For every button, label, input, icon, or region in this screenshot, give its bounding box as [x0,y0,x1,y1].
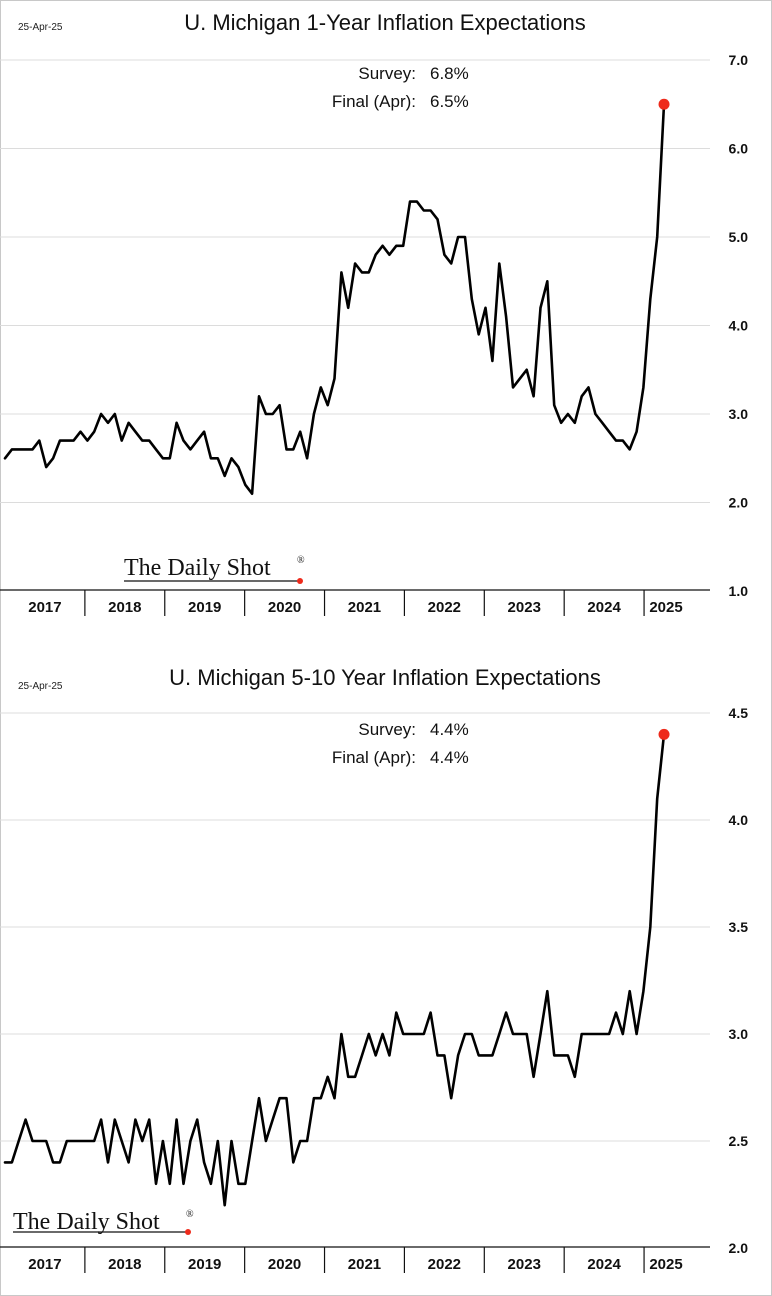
x-tick-label: 2017 [28,1256,61,1273]
y-tick-label: 5.0 [729,229,749,245]
y-tick-label: 4.0 [729,812,749,828]
y-tick-label: 4.5 [729,705,749,721]
x-tick-label: 2021 [348,599,381,616]
y-tick-label: 2.5 [729,1133,749,1149]
annotation-label: Final (Apr): [332,748,416,767]
x-tick-label: 2018 [108,599,141,616]
logo-dot [297,578,303,584]
x-tick-label: 2018 [108,1256,141,1273]
latest-point-marker [658,728,670,740]
x-tick-label: 2024 [587,599,621,616]
y-tick-label: 6.0 [729,141,749,157]
annotation-value: 4.4% [430,720,469,739]
x-tick-label: 2023 [508,1256,541,1273]
y-tick-label: 2.0 [729,1240,749,1256]
x-tick-label: 2022 [428,599,461,616]
chart-date: 25-Apr-25 [18,22,63,33]
logo-dot [185,1229,191,1235]
x-tick-label: 2019 [188,599,221,616]
x-tick-label: 2020 [268,599,301,616]
annotation-value: 6.8% [430,64,469,83]
latest-point-marker [658,98,670,110]
y-tick-label: 3.0 [729,1026,749,1042]
y-tick-label: 3.5 [729,919,749,935]
y-tick-label: 1.0 [729,583,749,599]
annotation-label: Survey: [358,64,416,83]
x-tick-label: 2021 [348,1256,381,1273]
x-tick-label: 2025 [649,1256,682,1273]
x-tick-label: 2022 [428,1256,461,1273]
chart-date: 25-Apr-25 [18,681,63,692]
y-tick-label: 2.0 [729,495,749,511]
series-line [3,733,666,1207]
chart-title: U. Michigan 1-Year Inflation Expectation… [184,10,586,35]
x-tick-label: 2025 [649,599,682,616]
y-tick-label: 3.0 [729,406,749,422]
logo-registered-mark: ® [297,555,305,566]
x-tick-label: 2019 [188,1256,221,1273]
x-tick-label: 2024 [587,1256,621,1273]
daily-shot-logo: The Daily Shot [124,555,271,581]
annotation-value: 6.5% [430,92,469,111]
annotation-value: 4.4% [430,748,469,767]
y-tick-label: 7.0 [729,52,749,68]
x-tick-label: 2017 [28,599,61,616]
annotation-label: Survey: [358,720,416,739]
chart-title: U. Michigan 5-10 Year Inflation Expectat… [169,665,601,690]
x-tick-label: 2023 [508,599,541,616]
daily-shot-logo: The Daily Shot [13,1209,160,1235]
logo-registered-mark: ® [186,1209,194,1220]
series-line [3,103,666,496]
annotation-label: Final (Apr): [332,92,416,111]
x-tick-label: 2020 [268,1256,301,1273]
y-tick-label: 4.0 [729,318,749,334]
